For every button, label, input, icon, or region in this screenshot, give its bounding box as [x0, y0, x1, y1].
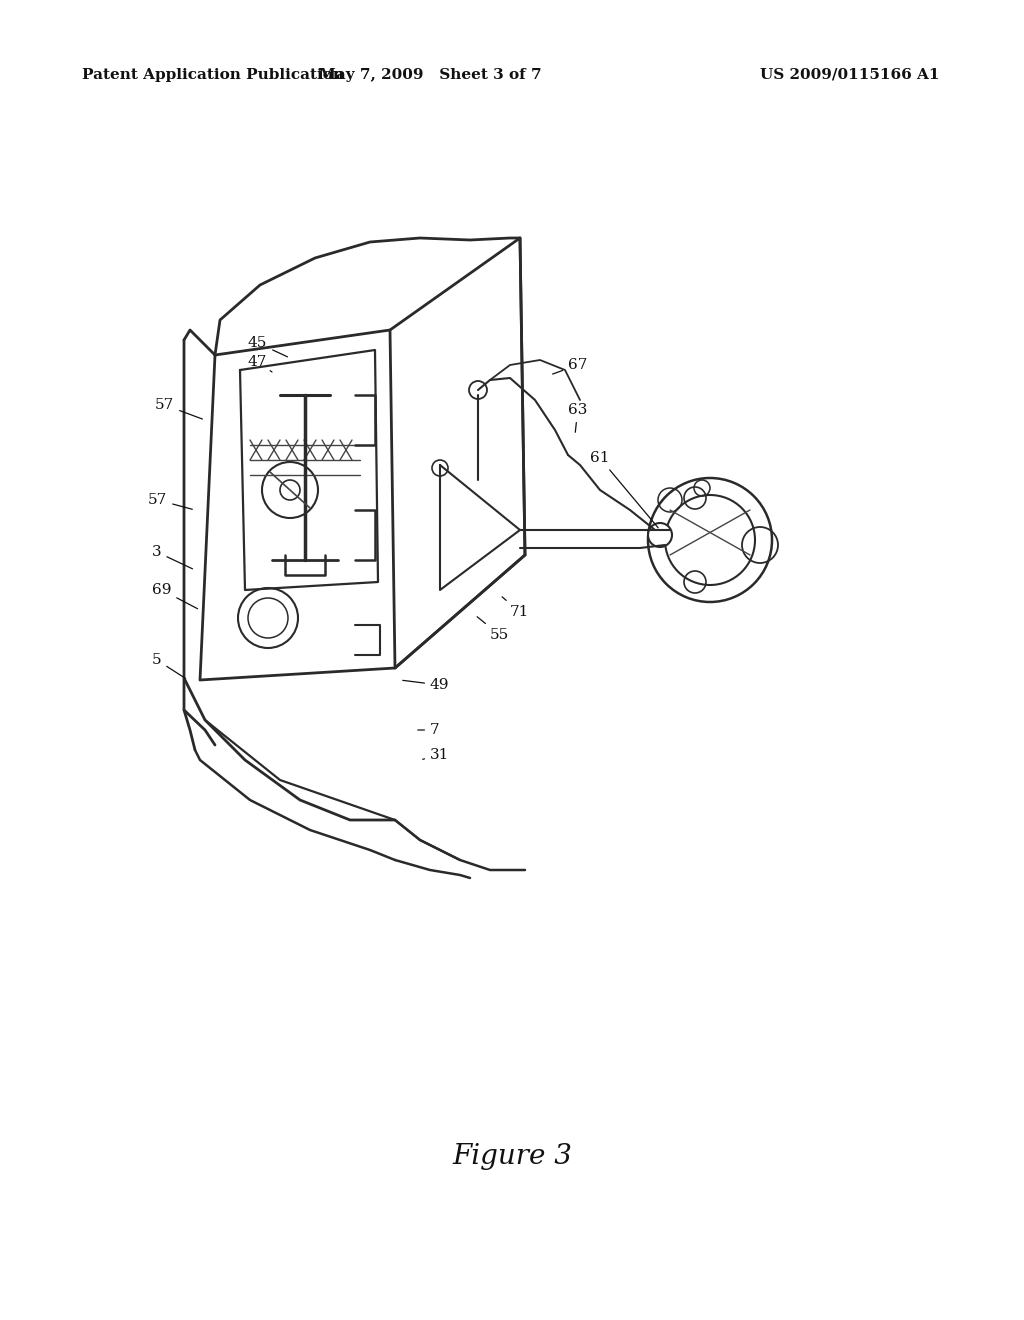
Text: 69: 69	[152, 583, 198, 609]
Text: 7: 7	[418, 723, 439, 737]
Text: 31: 31	[423, 748, 450, 762]
Text: 49: 49	[402, 678, 450, 692]
Text: US 2009/0115166 A1: US 2009/0115166 A1	[761, 69, 940, 82]
Text: 5: 5	[152, 653, 185, 678]
Text: 55: 55	[477, 616, 509, 642]
Text: 57: 57	[155, 399, 203, 418]
Circle shape	[648, 523, 672, 546]
Text: May 7, 2009   Sheet 3 of 7: May 7, 2009 Sheet 3 of 7	[318, 69, 542, 82]
Text: 45: 45	[248, 337, 288, 356]
Text: 71: 71	[502, 597, 529, 619]
Text: 67: 67	[553, 358, 588, 374]
Text: 61: 61	[590, 451, 658, 528]
Text: 3: 3	[152, 545, 193, 569]
Text: 57: 57	[148, 492, 193, 510]
Text: 63: 63	[568, 403, 588, 432]
Text: Patent Application Publication: Patent Application Publication	[82, 69, 344, 82]
Text: 47: 47	[248, 355, 272, 372]
Text: Figure 3: Figure 3	[452, 1143, 572, 1170]
